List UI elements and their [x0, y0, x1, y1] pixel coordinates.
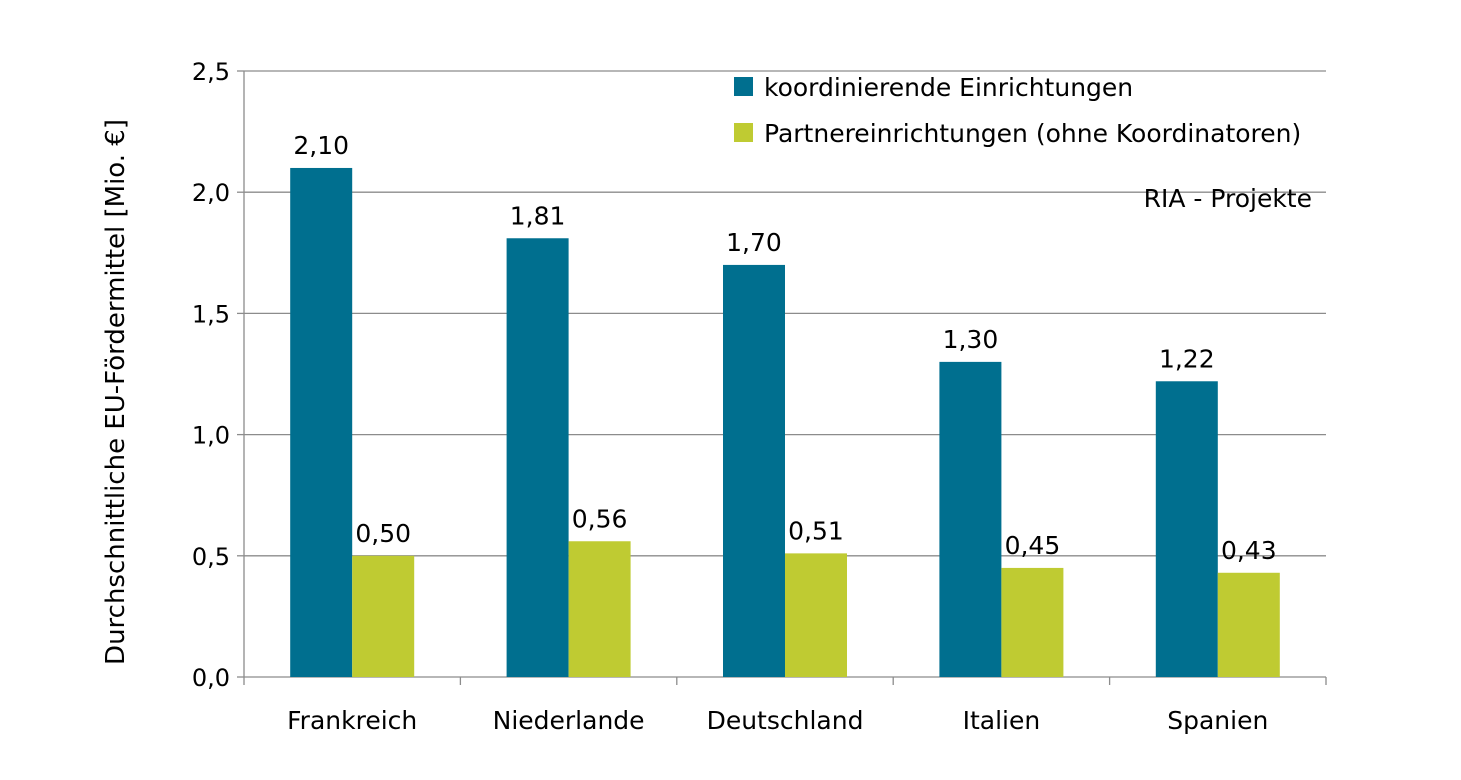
- y-tick-label: 2,0: [192, 179, 230, 207]
- bar-value-label: 1,81: [510, 201, 566, 230]
- bar-partner: [1217, 572, 1280, 677]
- bar-coordinating: [290, 167, 353, 677]
- x-category-label: Frankreich: [287, 706, 417, 735]
- y-tick-label: 0,0: [192, 664, 230, 692]
- legend-label: Partnereinrichtungen (ohne Koordinatoren…: [764, 119, 1301, 148]
- legend-swatch: [734, 123, 753, 142]
- x-category-label: Italien: [963, 706, 1041, 735]
- legend-swatch: [734, 77, 753, 96]
- y-tick-label: 1,0: [192, 422, 230, 450]
- bar-value-label: 0,56: [572, 504, 628, 533]
- y-tick-label: 2,5: [192, 58, 230, 86]
- bar-coordinating: [939, 361, 1002, 677]
- bar-value-label: 0,51: [788, 516, 844, 545]
- y-tick-label: 1,5: [192, 300, 230, 328]
- bar-partner: [568, 541, 631, 677]
- bar-value-label: 0,50: [355, 519, 411, 548]
- x-category-label: Deutschland: [707, 706, 864, 735]
- bar-value-label: 1,22: [1159, 344, 1215, 373]
- bar-value-label: 0,43: [1221, 536, 1277, 565]
- bar-value-label: 1,70: [726, 228, 782, 257]
- bar-coordinating: [723, 264, 785, 677]
- y-tick-label: 0,5: [192, 543, 230, 571]
- data-labels: 2,10 1,81 1,70 1,30 1,22 0,50 0,56 0,51 0,45 0,43: [293, 131, 1276, 565]
- bar-partner: [785, 553, 847, 677]
- x-category-label: Niederlande: [493, 706, 645, 735]
- bar-value-label: 2,10: [293, 131, 349, 160]
- x-category-label: Spanien: [1167, 706, 1268, 735]
- y-axis-title: Durchschnittliche EU-Fördermittel [Mio. …: [101, 119, 131, 665]
- bars: [290, 167, 1280, 678]
- bar-partner: [352, 555, 415, 677]
- legend: koordinierende Einrichtungen Partnereinri…: [734, 73, 1301, 148]
- chart-annotation: RIA - Projekte: [1144, 184, 1312, 213]
- bar-coordinating: [1155, 381, 1218, 677]
- legend-label: koordinierende Einrichtungen: [764, 73, 1133, 102]
- bar-value-label: 1,30: [943, 325, 999, 354]
- bar-coordinating: [506, 238, 569, 678]
- bar-value-label: 0,45: [1005, 531, 1061, 560]
- bar-partner: [1001, 567, 1064, 677]
